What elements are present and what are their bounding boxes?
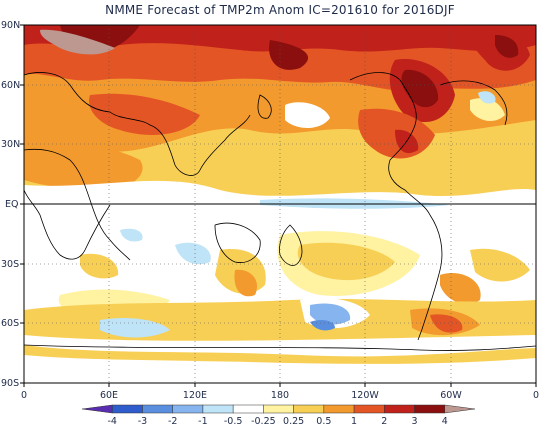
tick-marks [20, 24, 537, 387]
y-tick-label: 90S [1, 378, 19, 389]
colorbar-swatch [111, 404, 143, 414]
x-tick-labels: 0 60E 120E 180 120W 60W 0 [21, 390, 539, 401]
coastlines [24, 72, 536, 351]
colorbar-label: 3 [412, 416, 418, 427]
y-tick-labels: 90N 60N 30N EQ 30S 60S 90S [1, 20, 20, 389]
x-tick-label: 120E [183, 390, 207, 401]
y-tick-label: 60S [1, 318, 19, 329]
colorbar-label: 2 [381, 416, 387, 427]
colorbar-label: 4 [442, 416, 448, 427]
graticule [24, 25, 536, 383]
x-tick-label: 180 [271, 390, 289, 401]
colorbar-swatch [142, 404, 173, 414]
x-tick-label: 120W [351, 390, 379, 401]
y-tick-label: 30N [1, 139, 20, 150]
colorbar-label: -0.5 [224, 416, 243, 427]
x-tick-label: 60W [440, 390, 462, 401]
colorbar-swatch [232, 404, 264, 414]
y-tick-label: EQ [5, 199, 18, 210]
colorbar-label: -4 [107, 416, 116, 427]
colorbar-swatch [384, 404, 415, 414]
x-tick-label: 0 [533, 390, 539, 401]
colorbar-label: -1 [198, 416, 207, 427]
colorbar-swatch [81, 404, 113, 414]
colorbar-label: -2 [168, 416, 177, 427]
colorbar-label: -0.25 [251, 416, 276, 427]
x-tick-label: 0 [21, 390, 27, 401]
colorbar-swatch [444, 404, 476, 414]
y-tick-label: 90N [1, 20, 20, 31]
colorbar-swatch [202, 404, 234, 414]
colorbar-swatch [263, 404, 294, 414]
y-tick-label: 30S [1, 259, 19, 270]
colorbar-label: -3 [138, 416, 147, 427]
x-tick-label: 60E [100, 390, 118, 401]
map-title: NMME Forecast of TMP2m Anom IC=201610 fo… [105, 3, 455, 17]
colorbar-label: 0.5 [316, 416, 331, 427]
colorbar: -4 -3 -2 -1 -0.5 -0.25 0.25 0.5 1 2 3 4 [81, 404, 476, 427]
colorbar-swatch [353, 404, 385, 414]
colorbar-swatch [293, 404, 325, 414]
y-tick-label: 60N [1, 80, 20, 91]
colorbar-label: 0.25 [283, 416, 304, 427]
colorbar-swatch [172, 404, 204, 414]
colorbar-swatch [414, 404, 446, 414]
colorbar-label: 1 [351, 416, 357, 427]
colorbar-swatch [323, 404, 355, 414]
